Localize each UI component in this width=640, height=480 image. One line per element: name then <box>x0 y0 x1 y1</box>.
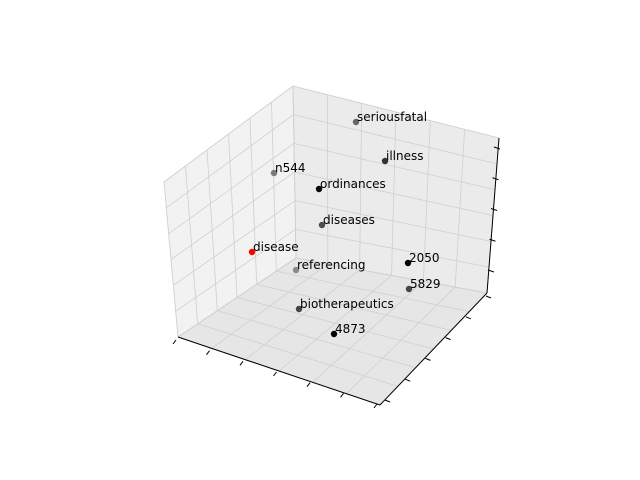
grid-line <box>454 129 466 288</box>
x-tick <box>273 371 277 377</box>
point-label-2050: 2050 <box>409 251 440 265</box>
point-label-diseases: diseases <box>323 213 375 227</box>
point-diseases <box>318 221 326 229</box>
x-tick <box>373 403 378 409</box>
y-tick <box>384 399 391 403</box>
point-illness <box>381 157 389 165</box>
grid-line <box>292 85 297 259</box>
x-axis-line <box>177 336 381 406</box>
y-tick <box>445 337 451 341</box>
point-label-4873: 4873 <box>335 322 366 336</box>
point-label-ordinances: ordinances <box>320 177 386 191</box>
z-tick <box>493 146 501 150</box>
z-tick <box>489 238 496 242</box>
axis-ticks <box>172 146 501 409</box>
grid-line <box>163 85 294 183</box>
x-tick <box>306 382 311 387</box>
point-referencing <box>292 266 300 274</box>
x-tick <box>172 339 177 345</box>
data-points: seriousfatal illness n544 ordinances disease… <box>248 110 441 338</box>
point-label-biotherapeutics: biotherapeutics <box>300 297 394 311</box>
axis-lines <box>177 137 500 406</box>
x-tick <box>340 393 344 398</box>
z-tick <box>490 208 498 211</box>
point-seriousfatal <box>352 118 360 126</box>
point-label-referencing: referencing <box>297 258 365 272</box>
z-tick <box>487 269 495 273</box>
y-tick <box>485 295 492 299</box>
y-tick <box>405 378 411 382</box>
x-tick <box>206 350 210 355</box>
x-tick <box>239 361 244 366</box>
point-n544 <box>270 169 278 177</box>
y-tick <box>465 316 471 320</box>
point-label-seriousfatal: seriousfatal <box>357 110 427 124</box>
point-label-illness: illness <box>386 149 424 163</box>
grid-line <box>346 286 456 394</box>
point-biotherapeutics <box>295 305 303 313</box>
point-label-n544: n544 <box>275 161 306 175</box>
y-axis-line <box>379 292 488 406</box>
point-4873 <box>330 330 338 338</box>
grid-line <box>271 101 277 272</box>
grid-line <box>295 257 488 294</box>
z-axis-line <box>486 137 500 294</box>
point-ordinances <box>315 185 323 193</box>
grid-line <box>292 85 500 139</box>
point-2050 <box>404 259 412 267</box>
point-label-disease: disease <box>253 240 299 254</box>
y-tick <box>425 357 431 361</box>
point-disease <box>248 248 256 256</box>
z-tick <box>492 177 499 181</box>
point-label-5829: 5829 <box>410 277 441 291</box>
point-5829 <box>405 285 413 293</box>
